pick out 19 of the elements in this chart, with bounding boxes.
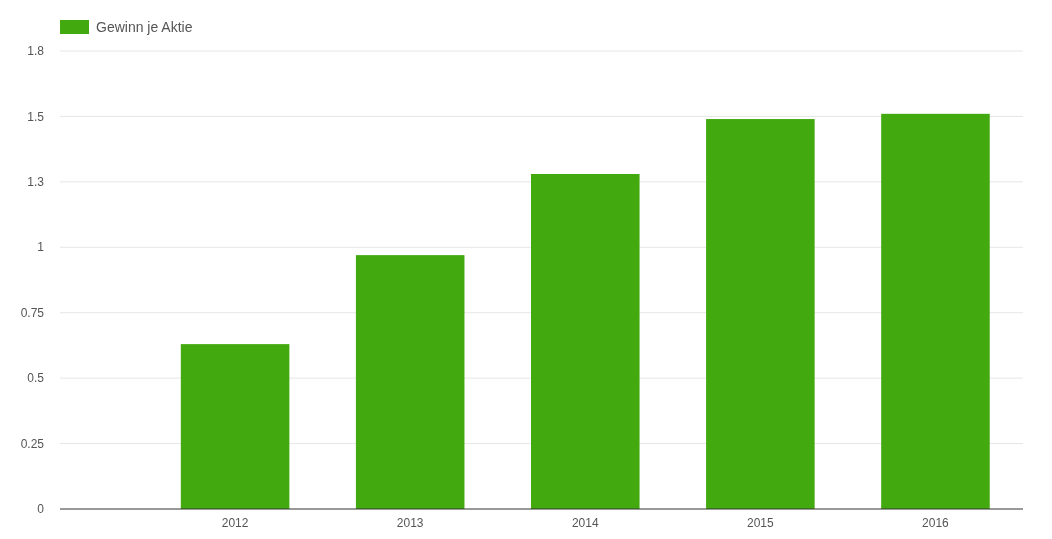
y-tick-label: 0.75 xyxy=(20,305,45,320)
y-tick-label: 1.5 xyxy=(27,109,45,124)
bar xyxy=(355,255,465,509)
y-tick-label: 1.8 xyxy=(27,44,45,59)
x-tick-label: 2015 xyxy=(747,516,775,530)
x-tick-label: 2012 xyxy=(221,516,249,530)
x-tick-label: 2016 xyxy=(922,516,950,530)
bar xyxy=(180,344,290,509)
y-tick-label: 0 xyxy=(37,502,45,517)
bar xyxy=(531,174,640,509)
y-tick-label: 0.25 xyxy=(20,436,45,451)
x-tick-label: 2014 xyxy=(571,516,599,530)
y-tick-label: 1 xyxy=(37,240,45,255)
bar xyxy=(706,119,815,509)
x-tick-label: 2013 xyxy=(396,516,424,530)
y-tick-label: 1.3 xyxy=(27,175,45,190)
y-tick-label: 0.5 xyxy=(27,371,45,386)
bar xyxy=(881,113,990,509)
legend-label: Gewinn je Aktie xyxy=(96,18,193,35)
